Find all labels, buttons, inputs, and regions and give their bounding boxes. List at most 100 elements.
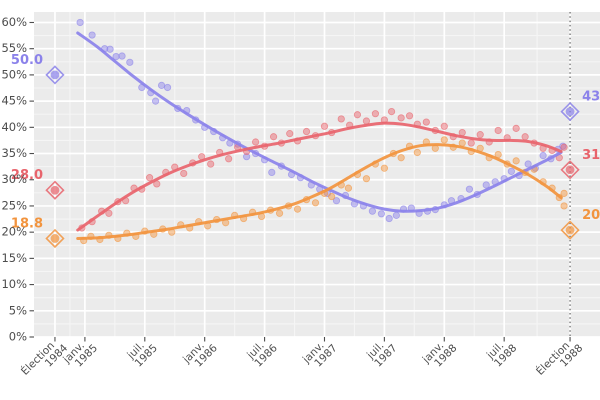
scatter-point-purple bbox=[157, 81, 166, 89]
scatter-point-orange bbox=[293, 205, 302, 213]
major-gridlines bbox=[34, 12, 600, 338]
y-axis-tick-label: 20% bbox=[1, 225, 27, 239]
scatter-point-purple bbox=[539, 152, 547, 160]
scatter-point-purple bbox=[268, 168, 276, 176]
start-value-label-red: 28.0 bbox=[11, 168, 43, 183]
y-axis-tick-label: 45% bbox=[1, 94, 27, 108]
scatter-point-red bbox=[180, 169, 188, 178]
x-axis-tick-label-group: juil.1988 bbox=[484, 340, 520, 370]
scatter-point-red bbox=[302, 127, 311, 136]
scatter-point-purple bbox=[377, 210, 385, 218]
trend-line-red bbox=[76, 121, 563, 232]
scatter-point-red bbox=[207, 160, 215, 168]
scatter-point-red bbox=[362, 117, 371, 125]
scatter-point-red bbox=[225, 155, 233, 163]
election-marker-end-purple-dot bbox=[565, 107, 575, 116]
election-marker-start-orange-outline bbox=[45, 228, 65, 249]
scatter-point-purple bbox=[482, 181, 490, 189]
scatter-point-red bbox=[269, 133, 278, 141]
scatter-point-orange bbox=[413, 148, 421, 157]
scatter-point-purple bbox=[243, 153, 251, 161]
election-marker-start-red-outline bbox=[45, 180, 65, 200]
end-value-label-red: 31.9 bbox=[582, 148, 600, 163]
scatter-point-red bbox=[105, 209, 113, 217]
scatter-point-orange bbox=[440, 136, 448, 144]
x-axis-tick-label-group: juil.1986 bbox=[244, 340, 280, 370]
election-marker-end-red-outline bbox=[560, 160, 580, 180]
scatter-point-red bbox=[422, 118, 430, 126]
scatter-point-red bbox=[337, 115, 345, 123]
scatter-point-orange bbox=[275, 209, 284, 217]
scatter-point-orange bbox=[560, 189, 568, 197]
election-marker-start-purple-outline bbox=[45, 65, 65, 85]
trend-lines-layer bbox=[76, 31, 563, 240]
start-value-label-orange: 18.8 bbox=[11, 217, 43, 232]
scatter-point-red bbox=[521, 133, 529, 141]
y-axis-tick-label: 15% bbox=[1, 251, 27, 265]
scatter-point-purple bbox=[332, 197, 341, 205]
scatter-point-purple bbox=[392, 211, 400, 219]
scatter-point-orange bbox=[344, 184, 353, 192]
election-marker-end-red-dot bbox=[565, 165, 575, 175]
scatter-point-red bbox=[371, 110, 379, 118]
scatter-point-orange bbox=[380, 164, 388, 172]
y-axis-tick-label: 30% bbox=[1, 172, 27, 186]
y-axis-labels: 0% 5% 10% 15% 20% 25% 30% 35% 40% 45% 50% 55% 60% bbox=[1, 15, 34, 344]
scatter-point-orange bbox=[362, 175, 371, 183]
election-marker-end-orange-dot bbox=[565, 225, 575, 235]
y-axis-tick-label: 25% bbox=[1, 198, 27, 212]
scatter-point-red bbox=[353, 111, 362, 119]
y-axis-tick-label: 50% bbox=[1, 67, 27, 81]
scatter-point-red bbox=[286, 130, 294, 138]
x-axis-tick-label-group: janv.1988 bbox=[420, 340, 460, 370]
y-axis-tick-label: 35% bbox=[1, 146, 27, 160]
election-marker-start-orange-dot bbox=[50, 234, 60, 243]
scatter-point-red bbox=[458, 128, 466, 137]
scatter-point-red bbox=[320, 122, 329, 130]
scatter-point-purple bbox=[126, 58, 134, 66]
scatter-point-purple bbox=[151, 97, 160, 105]
x-axis-tick-label-group: janv.1985 bbox=[60, 340, 100, 370]
scatter-point-red bbox=[494, 126, 502, 135]
scatter-point-orange bbox=[311, 199, 320, 207]
y-axis-tick-label: 55% bbox=[1, 41, 27, 55]
minor-gridlines bbox=[34, 12, 600, 337]
election-marker-end-purple-outline bbox=[560, 101, 580, 122]
election-marker-end-orange-outline bbox=[560, 220, 580, 240]
end-value-label-purple: 43.0 bbox=[582, 90, 600, 105]
election-marker-start-purple-dot bbox=[50, 70, 60, 80]
x-axis-tick-label-group: janv.1986 bbox=[180, 340, 220, 370]
scatter-point-red bbox=[405, 112, 414, 120]
scatter-point-orange bbox=[560, 202, 568, 210]
scatter-point-purple bbox=[88, 31, 96, 39]
x-axis-tick-label-group: janv.1987 bbox=[300, 340, 340, 370]
scatter-point-red bbox=[560, 143, 568, 151]
y-axis-tick-label: 40% bbox=[1, 120, 27, 134]
scatter-point-purple bbox=[106, 45, 114, 53]
y-axis-tick-label: 10% bbox=[1, 277, 27, 291]
y-axis-tick-label: 0% bbox=[9, 330, 27, 344]
trend-line-orange bbox=[76, 143, 563, 240]
scatter-point-red bbox=[512, 124, 520, 132]
election-marker-start-red-dot bbox=[50, 185, 60, 195]
scatter-point-purple bbox=[163, 83, 172, 92]
scatter-point-red bbox=[387, 108, 396, 116]
scatter-point-orange bbox=[328, 192, 336, 201]
panel-background-group bbox=[34, 12, 600, 337]
scatter-point-red bbox=[397, 114, 405, 122]
scatter-point-purple bbox=[368, 207, 376, 215]
scatter-point-purple bbox=[76, 18, 84, 27]
x-axis-tick-label-group: juil.1985 bbox=[124, 340, 160, 370]
y-axis-tick-label: 5% bbox=[9, 303, 27, 317]
start-value-label-purple: 50.0 bbox=[11, 53, 43, 68]
scatter-point-purple bbox=[118, 52, 126, 60]
election-result-markers-layer bbox=[45, 65, 580, 249]
end-value-label-orange: 20.4 bbox=[582, 208, 600, 223]
scatter-point-red bbox=[252, 138, 260, 146]
endpoint-value-labels-layer: 50.0 43.0 28.0 31.9 18.8 20.4 bbox=[11, 53, 600, 232]
scatter-point-purple bbox=[507, 167, 515, 175]
plot-panel-background bbox=[34, 12, 600, 337]
